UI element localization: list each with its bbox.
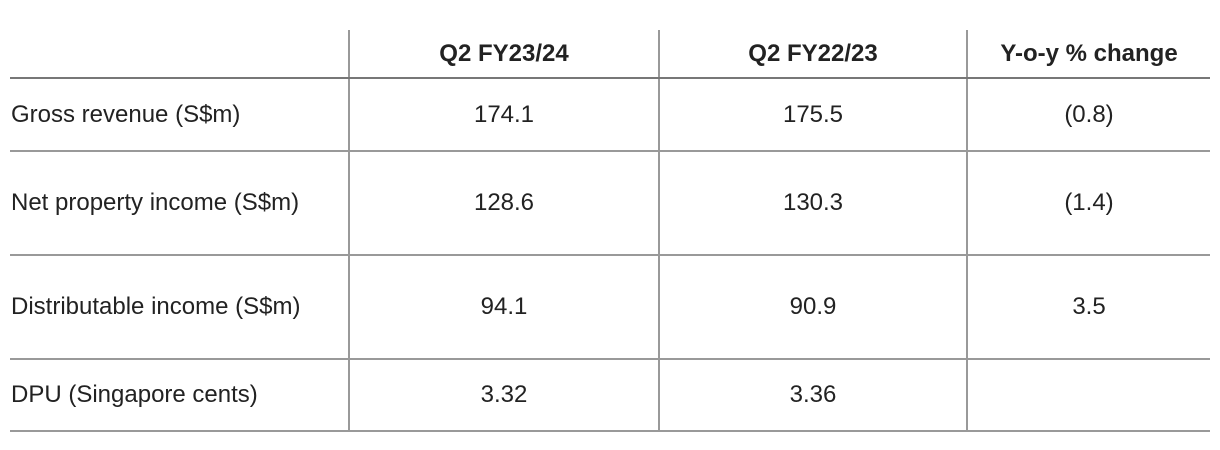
- value-cell: 128.6: [348, 151, 659, 256]
- table-body: Gross revenue (S$m) 174.1 175.5 (0.8) Net pr…: [10, 78, 1210, 432]
- header-row: Q2 FY23/24 Q2 FY22/23 Y-o-y % change: [10, 30, 1210, 79]
- row-label: Distributable income (S$m): [10, 255, 349, 360]
- header-cell: [10, 30, 349, 79]
- table-row: DPU (Singapore cents) 3.32 3.36: [10, 359, 1210, 432]
- table-row: Net property income (S$m) 128.6 130.3 (1.4): [10, 151, 1210, 256]
- value-cell: 130.3: [658, 151, 967, 256]
- table-row: Distributable income (S$m) 94.1 90.9 3.5: [10, 255, 1210, 360]
- value-cell: 3.5: [966, 255, 1210, 360]
- value-cell: 90.9: [658, 255, 967, 360]
- row-label: Net property income (S$m): [10, 151, 349, 256]
- value-cell: 3.36: [658, 359, 967, 432]
- value-cell: (0.8): [966, 78, 1210, 152]
- empty-cell: [966, 359, 1210, 432]
- value-cell: (1.4): [966, 151, 1210, 256]
- value-cell: 94.1: [348, 255, 659, 360]
- row-label: Gross revenue (S$m): [10, 78, 349, 152]
- table-row: Gross revenue (S$m) 174.1 175.5 (0.8): [10, 78, 1210, 152]
- value-cell: 175.5: [658, 78, 967, 152]
- header-cell: Y-o-y % change: [966, 30, 1210, 79]
- results-table: Q2 FY23/24 Q2 FY22/23 Y-o-y % change Gross…: [10, 30, 1210, 432]
- header-cell: Q2 FY22/23: [658, 30, 967, 79]
- header-cell: Q2 FY23/24: [348, 30, 659, 79]
- value-cell: 174.1: [348, 78, 659, 152]
- value-cell: 3.32: [348, 359, 659, 432]
- row-label: DPU (Singapore cents): [10, 359, 349, 432]
